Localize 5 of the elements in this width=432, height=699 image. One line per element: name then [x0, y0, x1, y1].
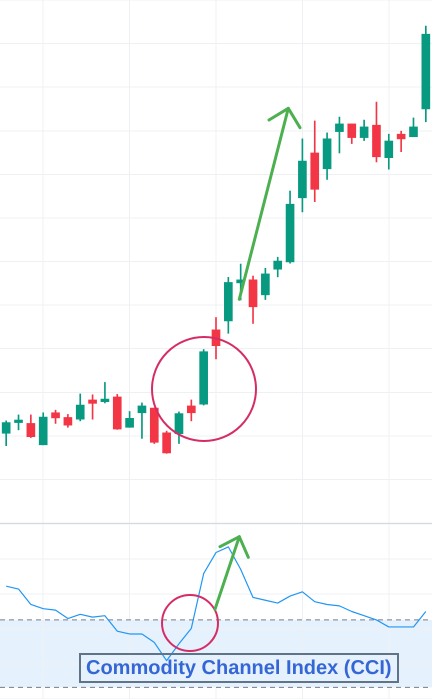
candlestick: [14, 414, 23, 430]
candlestick: [335, 116, 344, 154]
candlestick: [138, 402, 146, 439]
annotation: Commodity Channel Index (CCI): [79, 653, 399, 683]
candlestick: [88, 394, 97, 420]
